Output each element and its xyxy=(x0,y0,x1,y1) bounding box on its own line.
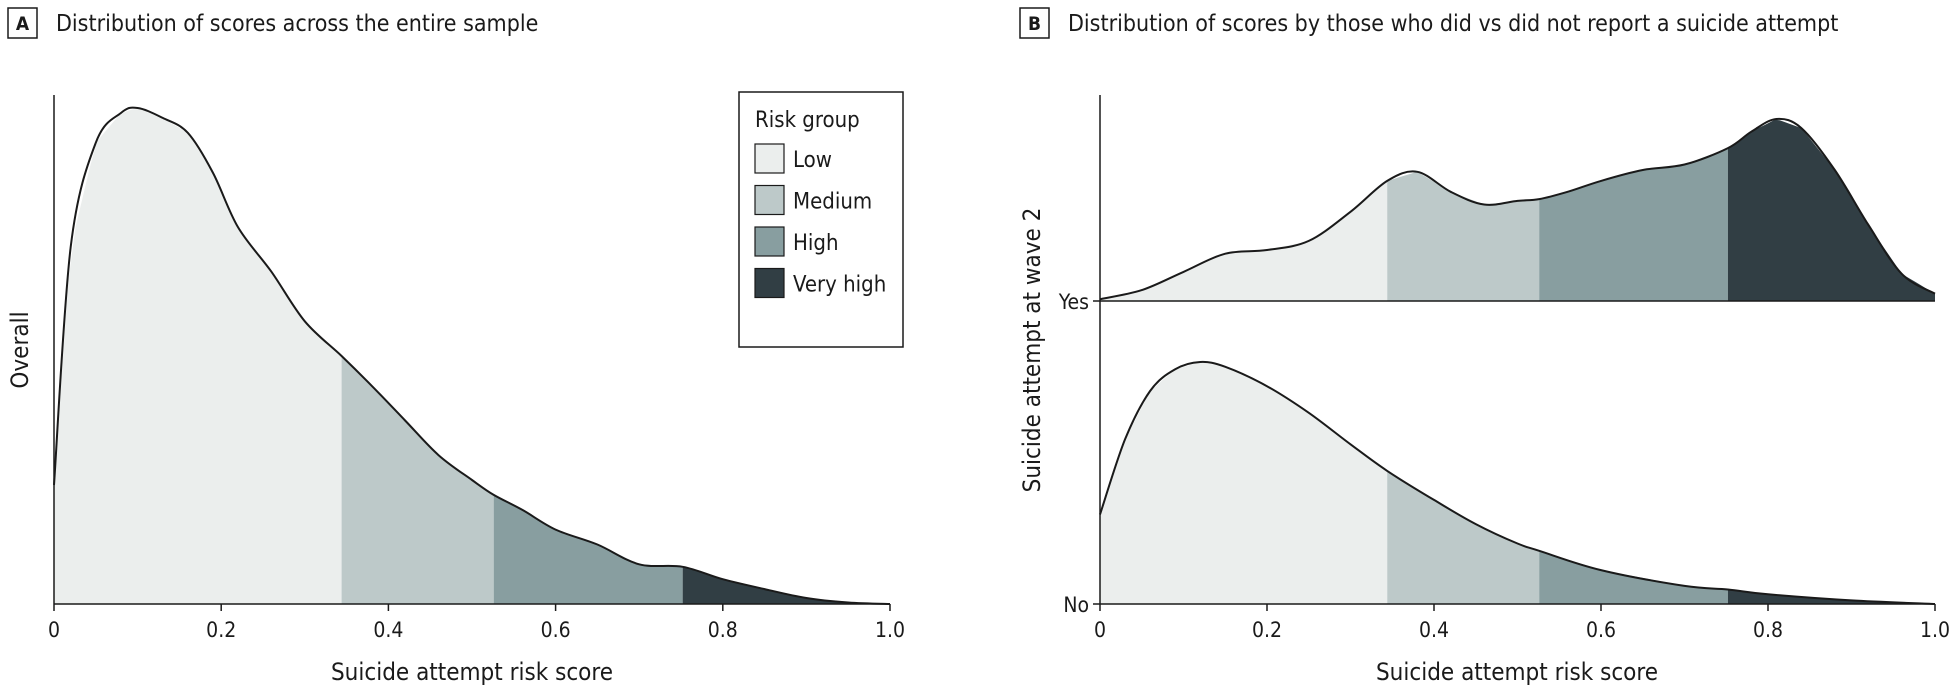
legend-label-high: High xyxy=(793,231,839,256)
panel-a-x-tick-label: 0.6 xyxy=(541,618,571,642)
panel-b-density-fills xyxy=(1100,119,1935,604)
legend-swatch-high xyxy=(754,226,785,257)
panel-b-letter-box xyxy=(1019,7,1050,39)
panel-b-no-fill-low xyxy=(1100,362,1388,604)
legend: Risk group Low Medium High Very high xyxy=(738,91,904,348)
panel-b-ytick-label-no: No xyxy=(1063,593,1089,617)
legend-swatch-low xyxy=(754,143,785,174)
panel-b-yes-fill-very-high xyxy=(1727,119,1935,302)
panel-a-fill-low xyxy=(54,109,342,604)
panel-a-fill-very-high xyxy=(682,566,890,604)
panel-a-x-label: Suicide attempt risk score xyxy=(331,658,613,686)
panel-a-letter: A xyxy=(16,13,30,35)
panel-b-x-ticks: 0 0.2 0.4 0.6 0.8 1.0 xyxy=(1094,604,1950,642)
panel-a-x-tick-label: 1.0 xyxy=(875,618,905,642)
panel-b-x-label: Suicide attempt risk score xyxy=(1376,658,1658,686)
legend-label-medium: Medium xyxy=(793,190,872,215)
panel-a-x-tick-label: 0.2 xyxy=(206,618,236,642)
legend-label-low: Low xyxy=(793,148,832,173)
legend-box xyxy=(738,91,904,348)
panel-a-density-fills xyxy=(54,109,890,604)
panel-a-fill-medium xyxy=(341,356,494,604)
panel-a-fill-high xyxy=(493,494,683,604)
panel-b-ytick-label-yes: Yes xyxy=(1058,290,1089,314)
panel-a-x-tick-label: 0.8 xyxy=(708,618,738,642)
panel-a-density-outline xyxy=(53,106,891,605)
panel-b-x-tick-label: 0.4 xyxy=(1419,618,1449,642)
panel-b-x-tick-label: 0.6 xyxy=(1586,618,1616,642)
panel-b-no-fill-very-high xyxy=(1727,589,1935,604)
legend-label-very-high: Very high xyxy=(793,273,886,298)
panel-a-x-ticks: 0 0.2 0.4 0.6 0.8 1.0 xyxy=(48,604,905,642)
panel-b-x-tick-label: 0.2 xyxy=(1252,618,1282,642)
legend-swatch-very-high xyxy=(754,267,785,299)
panel-b: B Distribution of scores by those who di… xyxy=(1018,7,1950,686)
panel-a-title: Distribution of scores across the entire… xyxy=(56,11,538,37)
panel-a-x-tick-label: 0 xyxy=(48,618,60,642)
panel-b-yes-outline xyxy=(1099,117,1936,301)
panel-b-yes-fill-low xyxy=(1100,180,1388,301)
panel-a-x-tick-label: 0.4 xyxy=(373,618,403,642)
panel-b-x-tick-label: 0.8 xyxy=(1753,618,1783,642)
panel-b-letter: B xyxy=(1028,13,1041,35)
panel-a: A Distribution of scores across the enti… xyxy=(6,7,905,686)
panel-b-density-outlines xyxy=(1099,117,1936,605)
panel-b-y-label: Suicide attempt at wave 2 xyxy=(1018,208,1046,493)
panel-b-x-tick-label: 0 xyxy=(1094,618,1106,642)
panel-b-title: Distribution of scores by those who did … xyxy=(1068,11,1838,37)
panel-a-y-label: Overall xyxy=(6,311,34,388)
panel-a-letter-box xyxy=(7,7,38,39)
legend-swatch-medium xyxy=(754,184,785,216)
panel-b-no-fill-medium xyxy=(1387,470,1540,604)
panel-b-no-outline xyxy=(1099,360,1936,605)
legend-items: Low Medium High Very high xyxy=(754,143,886,299)
panel-b-x-tick-label: 1.0 xyxy=(1920,618,1950,642)
panel-b-yes-fill-medium xyxy=(1387,172,1540,301)
legend-title: Risk group xyxy=(755,108,860,133)
